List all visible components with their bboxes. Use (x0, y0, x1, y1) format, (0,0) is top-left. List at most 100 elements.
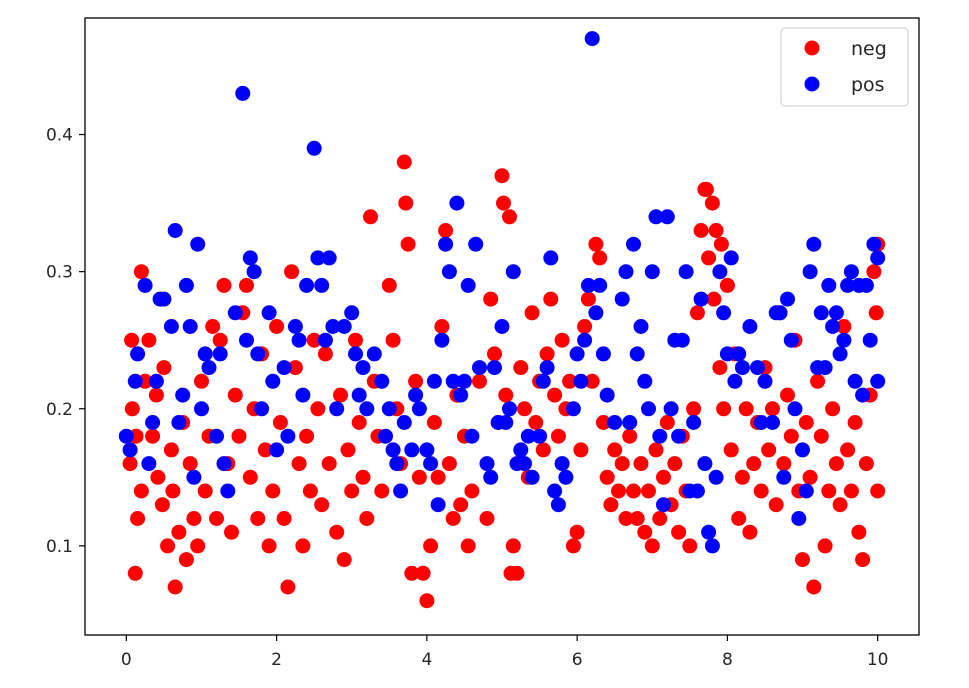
point-pos (194, 401, 209, 417)
point-pos (141, 456, 157, 472)
point-pos (836, 332, 852, 348)
point-neg (483, 291, 499, 307)
point-neg (205, 319, 221, 334)
point-pos (441, 264, 457, 280)
point-pos (795, 442, 810, 458)
point-pos (314, 277, 330, 293)
point-neg (505, 538, 521, 554)
axes-frame (84, 17, 920, 636)
point-pos (212, 346, 228, 362)
point-neg (712, 360, 728, 376)
point-neg (299, 428, 315, 444)
point-pos (254, 401, 270, 417)
point-neg (855, 552, 871, 568)
point-pos (847, 373, 863, 389)
point-pos (246, 264, 262, 280)
legend-label-pos: pos (851, 74, 885, 96)
series-neg (122, 154, 886, 609)
point-neg (239, 277, 254, 293)
point-pos (265, 373, 281, 389)
point-neg (671, 524, 687, 540)
point-neg (637, 524, 653, 540)
point-pos (674, 332, 690, 348)
point-neg (734, 469, 750, 485)
point-pos (727, 373, 743, 389)
point-pos (742, 319, 758, 334)
point-neg (851, 524, 867, 540)
point-neg (441, 456, 457, 472)
point-pos (686, 415, 702, 430)
point-neg (509, 565, 525, 581)
point-neg (306, 332, 322, 348)
point-neg (197, 483, 213, 499)
point-pos (182, 319, 198, 334)
point-pos (821, 277, 837, 293)
point-neg (584, 373, 600, 389)
point-pos (479, 456, 495, 472)
point-pos (287, 319, 303, 334)
point-pos (776, 469, 792, 485)
point-neg (178, 552, 194, 568)
point-neg (847, 415, 863, 430)
y-tick-label: 0.3 (46, 263, 73, 283)
point-pos (513, 442, 529, 458)
point-pos (723, 250, 739, 266)
point-neg (291, 456, 307, 472)
point-pos (419, 442, 435, 458)
point-neg (502, 209, 517, 225)
point-pos (351, 387, 367, 403)
point-neg (190, 538, 206, 554)
point-pos (118, 428, 134, 444)
point-neg (396, 154, 412, 170)
point-pos (663, 401, 679, 417)
point-pos (734, 360, 750, 376)
point-neg (460, 538, 476, 554)
point-pos (408, 387, 424, 403)
point-neg (127, 565, 143, 581)
point-pos (708, 469, 724, 485)
point-neg (817, 538, 833, 554)
point-neg (716, 401, 732, 417)
point-pos (378, 428, 393, 444)
point-pos (569, 346, 585, 362)
point-pos (325, 319, 341, 334)
point-neg (165, 483, 181, 499)
point-neg (124, 401, 140, 417)
point-pos (366, 346, 382, 362)
point-neg (614, 456, 630, 472)
point-neg (539, 346, 555, 362)
point-neg (562, 373, 578, 389)
point-neg (430, 469, 446, 485)
point-neg (487, 346, 502, 362)
point-pos (423, 456, 439, 472)
point-pos (825, 319, 841, 334)
point-pos (704, 538, 720, 554)
point-pos (348, 346, 363, 362)
point-neg (314, 497, 330, 513)
point-neg (186, 511, 202, 526)
x-tick-label: 6 (572, 650, 583, 670)
point-neg (828, 456, 844, 472)
legend-marker-pos (804, 76, 820, 92)
point-neg (701, 250, 717, 266)
point-pos (607, 415, 623, 430)
point-pos (186, 469, 202, 485)
point-neg (656, 469, 671, 485)
point-neg (194, 373, 209, 389)
point-neg (738, 401, 754, 417)
point-neg (209, 511, 224, 526)
point-pos (862, 332, 878, 348)
point-neg (496, 195, 511, 211)
y-tick-label: 0.4 (46, 126, 73, 146)
point-neg (535, 442, 551, 458)
point-neg (832, 497, 848, 513)
point-pos (344, 305, 360, 321)
points-layer (118, 31, 886, 609)
point-neg (644, 538, 660, 554)
point-neg (216, 277, 232, 293)
point-neg (802, 469, 818, 485)
point-pos (652, 428, 668, 444)
point-pos (321, 250, 337, 266)
point-neg (528, 415, 544, 430)
